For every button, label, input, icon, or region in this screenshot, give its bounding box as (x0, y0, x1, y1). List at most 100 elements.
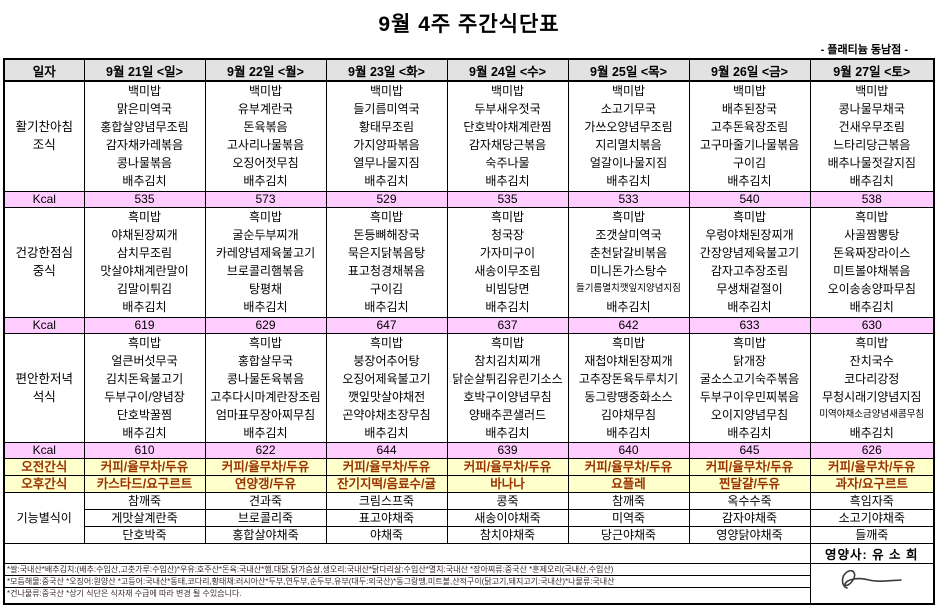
menu-item: 청국장 (490, 228, 525, 242)
porridge-3-fri: 영양닭야채죽 (688, 525, 811, 544)
lunch-menu-fri: 흑미밥 우렁야채된장찌개 간장양념제육불고기 감자고추장조림 무생채겉절이 배추김치 (688, 206, 811, 318)
menu-item: 배추김치 (606, 300, 651, 314)
menu-item: 배추김치 (122, 300, 167, 314)
porridge-1-mon: 견과죽 (204, 491, 327, 510)
menu-item: 배추김치 (243, 425, 288, 440)
porridge-1-sat: 흑임자죽 (809, 491, 935, 510)
menu-item: 흑미밥 (732, 210, 767, 224)
menu-item: 흑미밥 (490, 335, 525, 350)
menu-item: 백미밥 (490, 84, 525, 99)
porridge-1-wed: 콩죽 (446, 491, 569, 510)
menu-item: 중식 (32, 264, 56, 278)
menu-item: 카레양념제육불고기 (215, 246, 316, 260)
menu-item: 닭개장 (732, 353, 767, 368)
breakfast-kcal-mon: 573 (204, 190, 327, 208)
menu-item: 묵은지닭볶음탕 (347, 246, 426, 260)
lunch-kcal-sat: 630 (809, 316, 935, 334)
dinner-menu-sun: 흑미밥 얼큰버섯무국 김치돈육불고기 두부구이/양념장 단호박꿀찜 배추김치 (83, 332, 206, 443)
kcal-label: Kcal (3, 316, 85, 334)
menu-item: 배추나물젓갈지짐 (827, 156, 916, 171)
lunch-menu-wed: 흑미밥 청국장 가자미구이 새송이무조림 비빔당면 배추김치 (446, 206, 569, 318)
signature-cell (809, 562, 935, 605)
menu-item: 구이김 (732, 156, 767, 171)
menu-item: 흑미밥 (855, 335, 889, 350)
menu-item: 표고청경채볶음 (347, 264, 426, 278)
weekly-menu-table: 일자 9월 21일 <일> 9월 22일 <월> 9월 23일 <화> 9월 2… (3, 58, 935, 605)
dinner-menu-mon: 흑미밥 홍합살무국 콩나물돈육볶음 고추다시마계란장조림 엄마표무장아찌무침 배추김치 (204, 332, 327, 443)
menu-item: 배추김치 (364, 174, 409, 189)
menu-item: 열무나물지짐 (353, 156, 420, 171)
menu-item: 브로콜리햄볶음 (226, 264, 305, 278)
dinner-kcal-sat: 626 (809, 441, 935, 459)
menu-item: 배추김치 (243, 174, 288, 189)
morning-snack-sat: 커피/율무차/두유 (809, 457, 935, 476)
lunch-kcal-mon: 629 (204, 316, 327, 334)
menu-item: 코다리강정 (844, 371, 900, 386)
lunch-label: 건강한점심 중식 (3, 206, 85, 318)
menu-item: 들기름멸치깻잎지양념지짐 (576, 283, 681, 294)
menu-item: 미트볼야채볶음 (833, 264, 911, 278)
day-header-thu: 9월 25일 <목> (567, 58, 690, 82)
menu-item: 백미밥 (855, 84, 889, 99)
menu-item: 무청시래기양념지짐 (822, 389, 922, 404)
menu-item: 콩나물무채국 (838, 102, 905, 117)
porridge-1-fri: 옥수수죽 (688, 491, 811, 510)
menu-item: 흑미밥 (248, 335, 283, 350)
menu-item: 황태무조림 (358, 120, 415, 135)
porridge-2-mon: 브로콜리죽 (204, 508, 327, 527)
menu-item: 감자채당근볶음 (468, 138, 547, 153)
dinner-menu-sat: 흑미밥 잔치국수 코다리강정 무청시래기양념지짐 미역야채소금양념새콤무침 배추김치 (809, 332, 935, 443)
porridge-2-sun: 게맛살계란죽 (83, 508, 206, 527)
day-header-sat: 9월 27일 <토> (809, 58, 935, 82)
menu-item: 배추김치 (485, 300, 530, 314)
lunch-kcal-row: Kcal 619 629 647 637 642 633 630 (3, 316, 935, 334)
lunch-kcal-sun: 619 (83, 316, 206, 334)
porridge-2-thu: 미역죽 (567, 508, 690, 527)
porridge-row-3: 단호박죽 홍합살야채죽 야채죽 참치야채죽 당근야채죽 영양닭야채죽 들깨죽 (4, 525, 935, 544)
breakfast-kcal-sun: 535 (83, 190, 206, 208)
dinner-kcal-fri: 645 (688, 441, 811, 459)
menu-item: 흑미밥 (369, 335, 404, 350)
menu-item: 감자채카레볶음 (105, 138, 184, 153)
porridge-1-thu: 참깨죽 (567, 491, 690, 510)
porridge-2-wed: 새송이야채죽 (446, 508, 569, 527)
day-header-mon: 9월 22일 <월> (204, 58, 327, 82)
menu-item: 굴소스고기숙주볶음 (699, 371, 800, 386)
breakfast-kcal-thu: 533 (567, 190, 690, 208)
menu-item: 돈육볶음 (243, 120, 288, 135)
menu-item: 호박구이양념무침 (463, 389, 552, 404)
porridge-3-wed: 참치야채죽 (446, 525, 569, 544)
menu-item: 구이김 (369, 282, 404, 296)
menu-item: 새송이무조림 (474, 264, 541, 278)
menu-item: 오징어제육불고기 (342, 371, 431, 386)
menu-item: 배추김치 (606, 174, 651, 189)
menu-item: 콩나물돈육볶음 (226, 371, 305, 386)
menu-item: 참치김치찌개 (474, 353, 541, 368)
menu-item: 배추김치 (122, 174, 167, 189)
dinner-menu-thu: 흑미밥 재첩야채된장찌개 고추장돈육두루치기 동그랑땡중화소스 김야채무침 배추김치 (567, 332, 690, 443)
lunch-kcal-wed: 637 (446, 316, 569, 334)
dinner-row: 편안한저녁 석식 흑미밥 얼큰버섯무국 김치돈육불고기 두부구이/양념장 단호박꿀찜 배추김… (3, 332, 935, 443)
menu-item: 조갯살미역국 (595, 228, 662, 242)
porridge-3-mon: 홍합살야채죽 (204, 525, 327, 544)
porridge-2-tue: 표고야채죽 (325, 508, 448, 527)
menu-item: 활기찬아침 (15, 120, 73, 135)
menu-item: 배추김치 (485, 174, 530, 189)
origin-note-row-3: *건나물류:중국산 *상기 식단은 식자재 수급에 따라 변경 될 수있습니다. (3, 586, 934, 605)
menu-item: 조식 (32, 138, 56, 153)
menu-item: 소고기무국 (600, 102, 657, 117)
menu-item: 고추장돈육두루치기 (578, 371, 679, 386)
menu-item: 홍합살양념무조림 (100, 120, 189, 135)
menu-item: 배추김치 (849, 425, 894, 440)
menu-item: 야채된장찌개 (111, 228, 178, 242)
dinner-kcal-tue: 644 (325, 441, 448, 459)
menu-item: 홍합살무국 (237, 353, 294, 368)
menu-item: 배추김치 (606, 425, 651, 440)
menu-item: 사골짬뽕탕 (844, 228, 900, 242)
menu-item: 오이지양념무침 (710, 407, 789, 422)
lunch-kcal-fri: 633 (688, 316, 811, 334)
menu-item: 배추김치 (849, 174, 894, 189)
menu-item: 배추김치 (122, 425, 167, 440)
porridge-1-tue: 크림스프죽 (325, 491, 448, 510)
